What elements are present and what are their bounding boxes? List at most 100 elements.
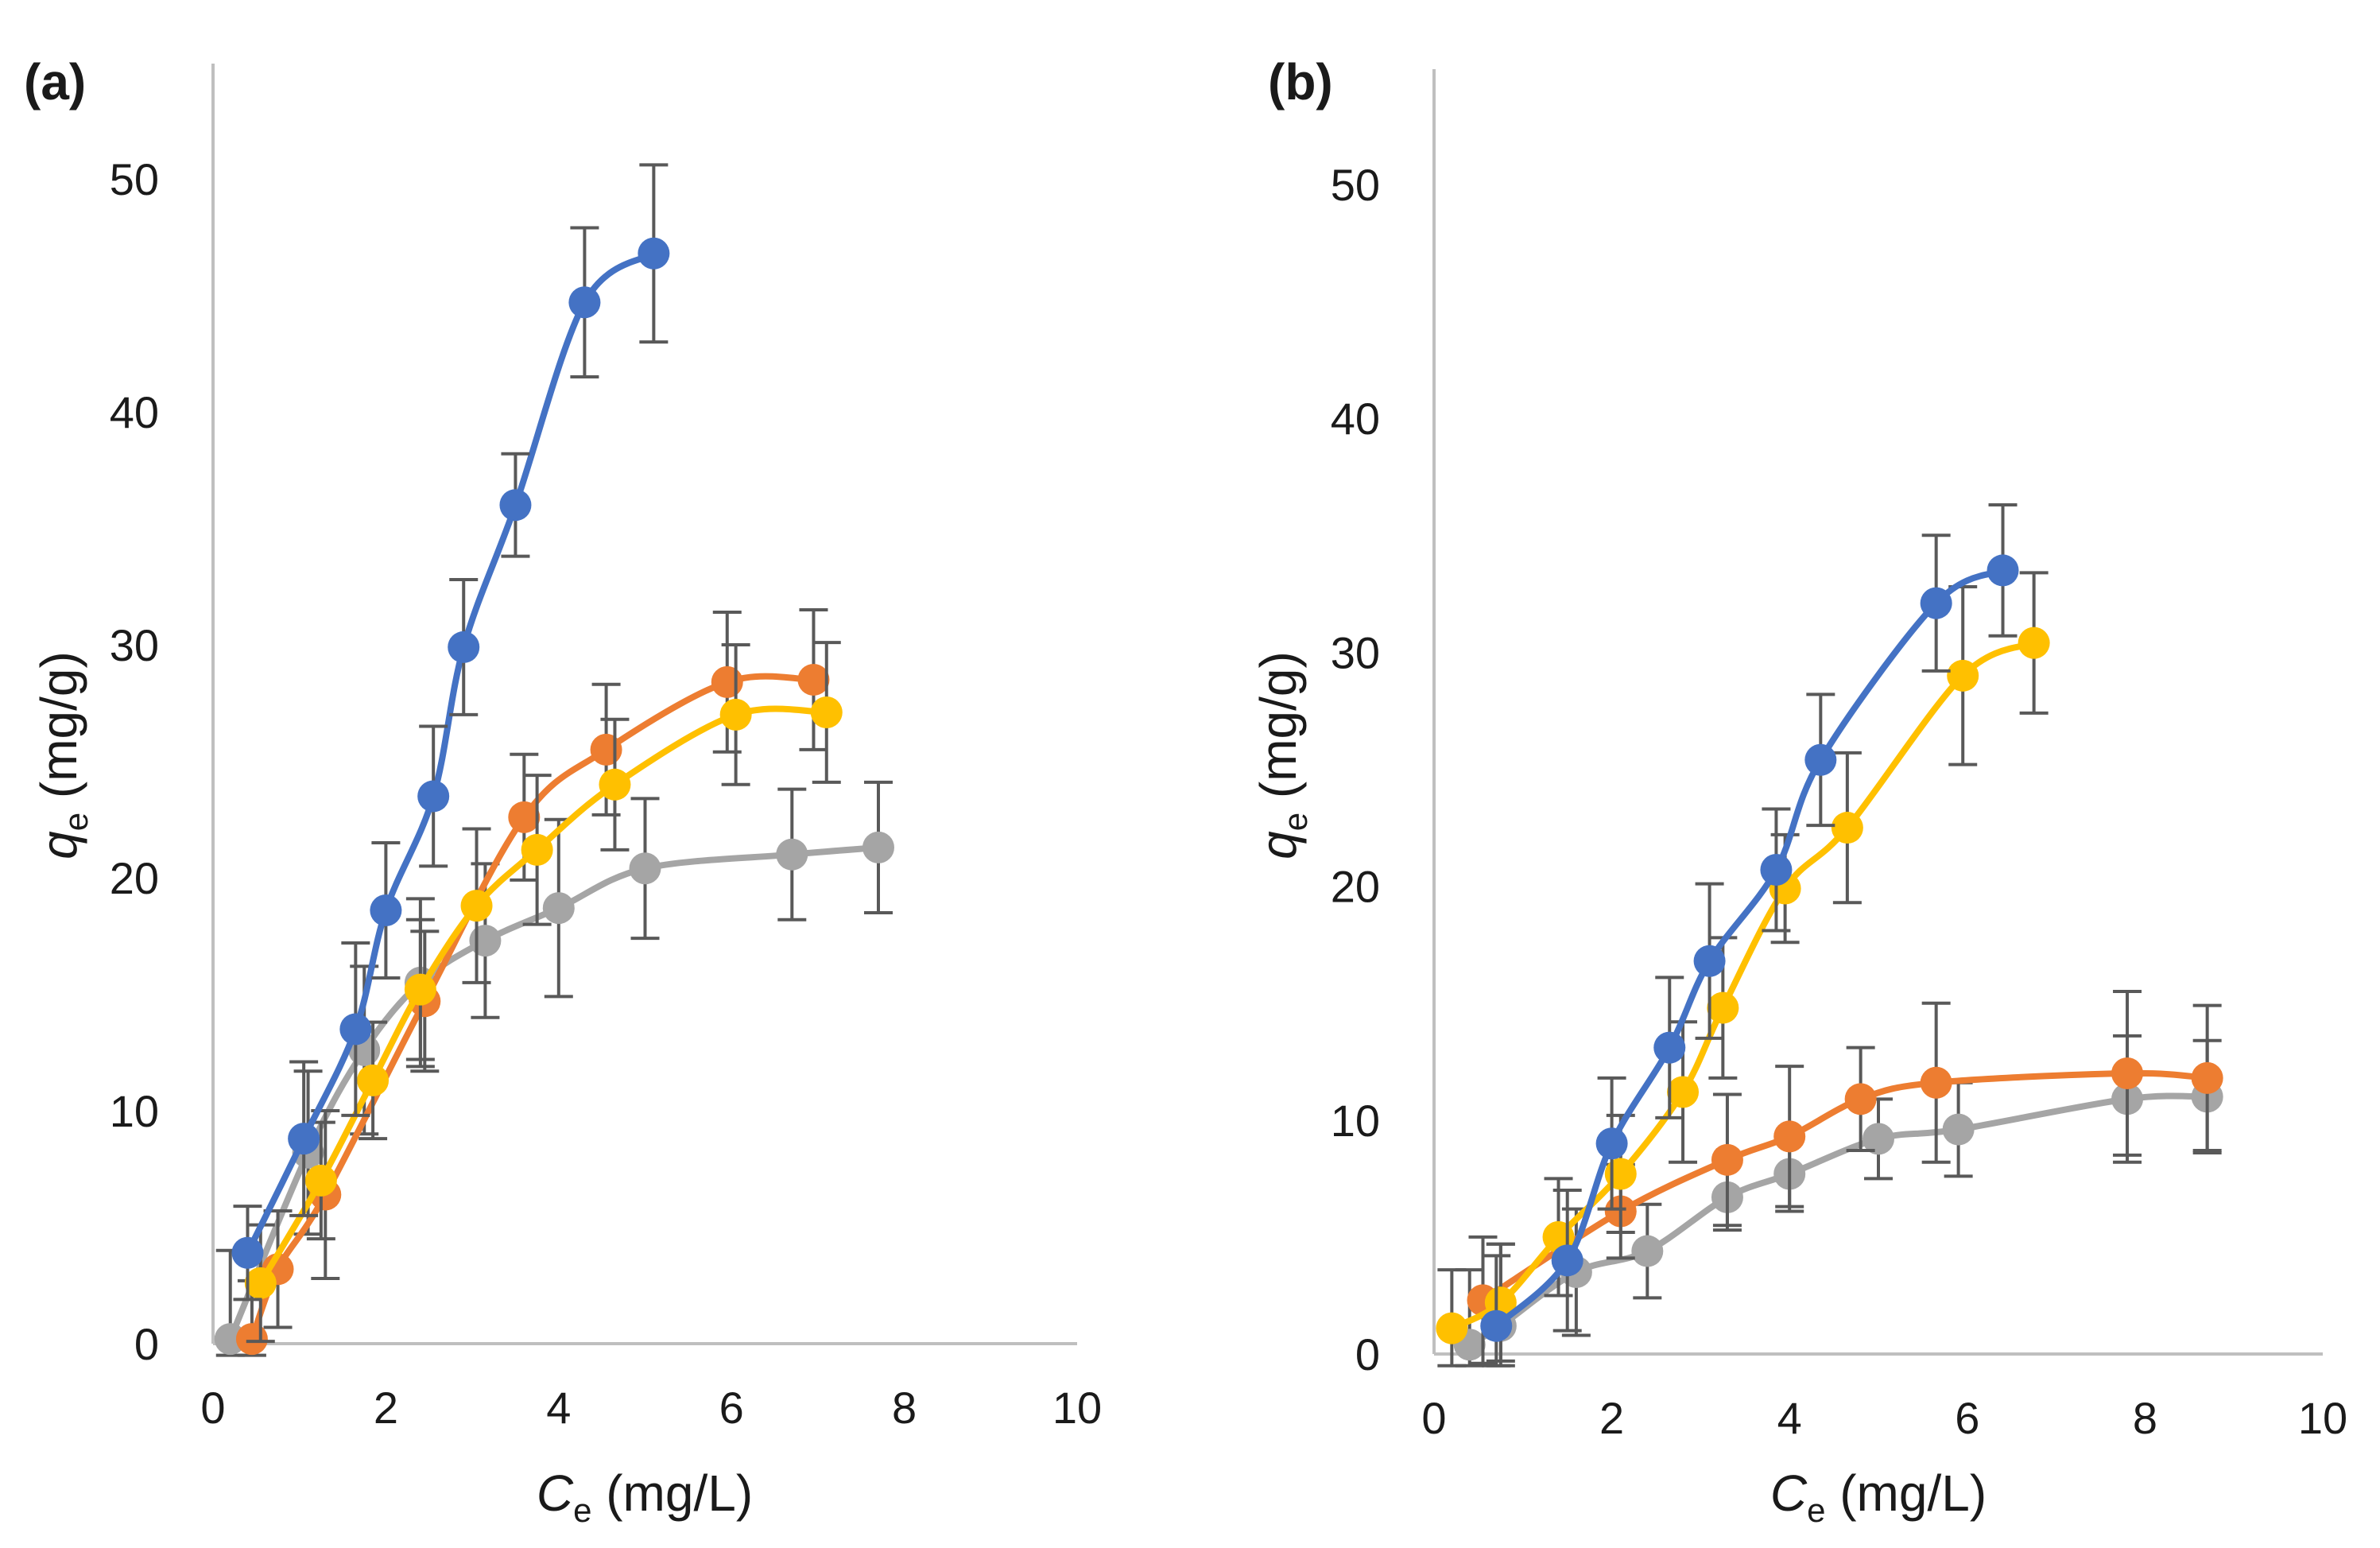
series-yellow bbox=[244, 641, 843, 1344]
data-point-blue bbox=[499, 489, 532, 522]
data-point-blue bbox=[288, 1123, 320, 1155]
x-axis-title: Ce (mg/L) bbox=[1770, 1465, 1987, 1529]
data-point-blue bbox=[417, 780, 450, 813]
data-point-yellow bbox=[304, 1164, 337, 1197]
data-point-blue bbox=[231, 1236, 264, 1269]
data-point-yellow bbox=[1947, 659, 1979, 692]
data-point-yellow bbox=[244, 1267, 277, 1299]
data-point-blue bbox=[638, 237, 670, 270]
data-point-blue bbox=[1653, 1031, 1686, 1064]
y-axis-title-unit: (mg/g) bbox=[30, 651, 87, 813]
data-point-blue bbox=[1804, 743, 1837, 776]
data-point-blue bbox=[568, 286, 601, 319]
series-line-gray bbox=[1466, 1092, 2211, 1348]
y-tick-label: 50 bbox=[1331, 160, 1380, 210]
data-point-yellow bbox=[1667, 1076, 1700, 1108]
y-axis-title: qe (mg/g) bbox=[1250, 651, 1314, 859]
series-gray bbox=[1453, 1034, 2223, 1368]
y-axis-title-symbol: q bbox=[1250, 831, 1307, 859]
data-point-blue bbox=[1595, 1127, 1628, 1160]
data-point-gray bbox=[1863, 1123, 1894, 1155]
data-point-yellow bbox=[357, 1064, 390, 1096]
data-point-blue bbox=[339, 1013, 372, 1046]
data-point-blue bbox=[1693, 945, 1726, 977]
data-point-gray bbox=[469, 925, 502, 957]
data-point-orange bbox=[235, 1323, 268, 1356]
y-axis-title-subscript: e bbox=[1277, 813, 1314, 831]
x-tick-label: 2 bbox=[374, 1383, 398, 1433]
x-axis-title: Ce (mg/L) bbox=[537, 1465, 753, 1529]
data-point-yellow bbox=[1436, 1312, 1468, 1344]
x-tick-label: 4 bbox=[1777, 1393, 1802, 1443]
y-tick-label: 40 bbox=[110, 387, 159, 437]
data-point-yellow bbox=[810, 696, 843, 728]
x-tick-label: 10 bbox=[1052, 1383, 1102, 1433]
data-point-blue bbox=[1920, 587, 1952, 619]
x-axis-title-symbol: C bbox=[537, 1465, 574, 1522]
data-point-orange bbox=[2191, 1061, 2223, 1094]
x-axis-title-unit: (mg/L) bbox=[1825, 1465, 1987, 1522]
data-point-orange bbox=[590, 733, 622, 766]
x-tick-label: 6 bbox=[719, 1383, 744, 1433]
data-point-orange bbox=[1844, 1083, 1877, 1115]
data-point-orange bbox=[1773, 1120, 1806, 1153]
data-point-blue bbox=[1480, 1309, 1513, 1342]
x-tick-label: 0 bbox=[1421, 1393, 1446, 1443]
y-tick-label: 0 bbox=[1355, 1329, 1380, 1379]
series-line-yellow bbox=[1448, 639, 2037, 1332]
x-tick-label: 10 bbox=[2298, 1393, 2347, 1443]
data-point-yellow bbox=[1604, 1158, 1637, 1190]
data-point-gray bbox=[1631, 1235, 1664, 1267]
x-axis-title-unit: (mg/L) bbox=[591, 1465, 753, 1522]
data-point-yellow bbox=[404, 973, 436, 1006]
data-point-yellow bbox=[460, 890, 493, 922]
y-axis-title-unit: (mg/g) bbox=[1250, 651, 1307, 813]
y-axis-title: qe (mg/g) bbox=[30, 651, 95, 859]
x-tick-label: 2 bbox=[1599, 1393, 1624, 1443]
x-axis-title-subscript: e bbox=[1807, 1492, 1825, 1529]
data-point-yellow bbox=[599, 768, 631, 801]
data-point-gray bbox=[629, 852, 661, 885]
data-point-orange bbox=[2111, 1057, 2144, 1089]
data-point-blue bbox=[1551, 1244, 1583, 1277]
data-point-gray bbox=[776, 838, 808, 871]
series-gray bbox=[214, 780, 894, 1357]
data-point-orange bbox=[1711, 1143, 1743, 1176]
data-point-gray bbox=[1942, 1113, 1975, 1146]
y-tick-label: 30 bbox=[1331, 627, 1380, 677]
y-tick-label: 0 bbox=[134, 1319, 159, 1369]
data-point-yellow bbox=[521, 833, 553, 866]
data-point-yellow bbox=[719, 698, 752, 731]
x-axis-title-symbol: C bbox=[1770, 1465, 1808, 1522]
series-blue bbox=[231, 163, 670, 1302]
y-tick-label: 50 bbox=[110, 154, 159, 204]
y-tick-label: 20 bbox=[110, 853, 159, 903]
data-point-blue bbox=[370, 894, 402, 927]
data-point-orange bbox=[1920, 1066, 1952, 1099]
y-tick-label: 10 bbox=[110, 1086, 159, 1136]
x-tick-label: 4 bbox=[546, 1383, 571, 1433]
data-point-blue bbox=[1760, 854, 1793, 887]
x-tick-label: 6 bbox=[1955, 1393, 1979, 1443]
panel-label: (a) bbox=[24, 53, 86, 111]
data-point-blue bbox=[1987, 554, 2019, 587]
data-point-gray bbox=[862, 831, 894, 863]
y-tick-label: 20 bbox=[1331, 862, 1380, 912]
series-blue bbox=[1480, 503, 2019, 1368]
data-point-gray bbox=[542, 892, 575, 925]
data-point-yellow bbox=[1707, 991, 1739, 1024]
x-tick-label: 8 bbox=[892, 1383, 917, 1433]
x-axis-title-subscript: e bbox=[573, 1492, 591, 1529]
data-point-orange bbox=[711, 665, 743, 698]
y-tick-label: 10 bbox=[1331, 1096, 1380, 1146]
data-point-yellow bbox=[1831, 812, 1863, 844]
y-tick-label: 40 bbox=[1331, 394, 1380, 444]
data-point-yellow bbox=[2018, 627, 2050, 659]
panel-label: (b) bbox=[1268, 53, 1333, 111]
data-point-orange bbox=[508, 801, 541, 833]
y-axis-title-subscript: e bbox=[57, 813, 95, 831]
series-yellow bbox=[1436, 571, 2050, 1368]
